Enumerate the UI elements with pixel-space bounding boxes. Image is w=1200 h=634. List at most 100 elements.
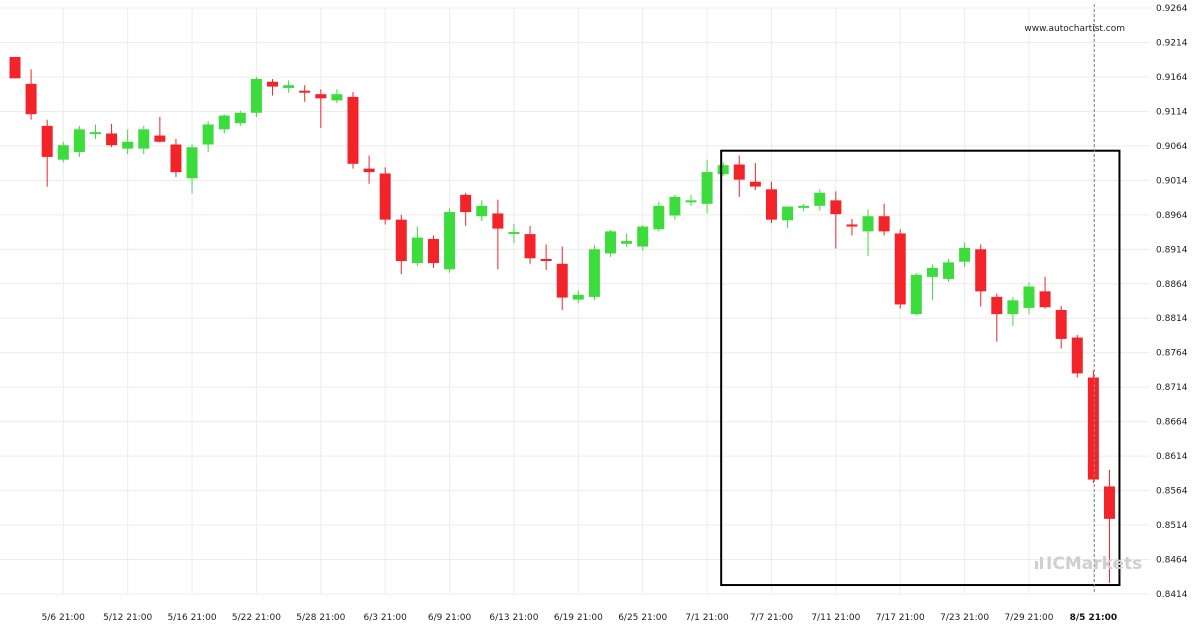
- candle-up: [234, 110, 246, 126]
- candle-up: [669, 194, 681, 220]
- y-tick-label: 0.8914: [1156, 245, 1188, 255]
- candle-down: [379, 167, 391, 225]
- candle-up: [1023, 282, 1035, 315]
- x-tick-label: 6/3 21:00: [364, 613, 408, 623]
- candle-body: [733, 164, 745, 180]
- candle-body: [765, 189, 777, 220]
- y-tick-label: 0.9164: [1156, 73, 1188, 83]
- candle-body: [862, 216, 874, 232]
- candle-down: [427, 235, 439, 268]
- candle-up: [283, 80, 295, 93]
- x-tick-label: 7/1 21:00: [685, 613, 729, 623]
- candle-body: [717, 165, 729, 175]
- candle-down: [315, 89, 327, 128]
- candle-up: [508, 223, 520, 244]
- x-tick-label: 6/13 21:00: [489, 613, 538, 623]
- candle-up: [572, 290, 584, 304]
- candle-up: [411, 226, 423, 266]
- candle-down: [975, 244, 987, 307]
- candle-body: [975, 249, 987, 292]
- candle-body: [846, 224, 858, 227]
- candle-body: [218, 115, 230, 130]
- candle-up: [122, 129, 134, 155]
- candle-body: [379, 173, 391, 220]
- candle-up: [637, 225, 649, 251]
- candle-down: [878, 203, 890, 236]
- x-tick-label: 5/22 21:00: [232, 613, 281, 623]
- candle-down: [1087, 370, 1099, 484]
- x-tick-label: 5/28 21:00: [296, 613, 345, 623]
- candle-up: [218, 114, 230, 134]
- candle-up: [250, 76, 262, 117]
- candle-body: [186, 147, 198, 179]
- candle-body: [1039, 291, 1051, 308]
- candle-body: [460, 194, 472, 213]
- grid: [0, 7, 1150, 595]
- candle-body: [637, 226, 649, 247]
- candle-up: [653, 201, 665, 232]
- candle-body: [749, 181, 761, 187]
- candle-down: [1055, 305, 1067, 349]
- candle-up: [476, 200, 488, 222]
- candle-body: [926, 267, 938, 277]
- candle-up: [1007, 296, 1019, 326]
- candle-body: [605, 231, 617, 254]
- candle-down: [347, 92, 359, 169]
- candle-down: [170, 138, 182, 177]
- candle-body: [1055, 309, 1067, 339]
- candle-up: [605, 229, 617, 257]
- candle-up: [910, 272, 922, 316]
- candle-body: [878, 216, 890, 232]
- candle-body: [572, 294, 584, 300]
- candle-body: [701, 172, 713, 204]
- candle-down: [1103, 469, 1115, 583]
- y-tick-label: 0.9214: [1156, 38, 1188, 48]
- y-tick-label: 0.9264: [1156, 4, 1188, 14]
- candle-body: [427, 238, 439, 264]
- candle-body: [250, 79, 262, 113]
- candle-body: [41, 125, 53, 157]
- candle-up: [186, 144, 198, 194]
- candle-down: [894, 229, 906, 309]
- candle-body: [959, 247, 971, 262]
- x-tick-label: 7/23 21:00: [940, 613, 989, 623]
- candle-down: [154, 116, 166, 143]
- candle-body: [492, 213, 504, 229]
- candle-down: [460, 192, 472, 226]
- candle-body: [685, 200, 697, 203]
- logo-wordmark: ICMarkets: [1046, 554, 1142, 574]
- y-tick-label: 0.9014: [1156, 176, 1188, 186]
- candle-up: [926, 264, 938, 301]
- candle-body: [170, 144, 182, 173]
- candle-down: [765, 181, 777, 224]
- candle-up: [73, 125, 85, 157]
- y-tick-label: 0.8764: [1156, 349, 1188, 359]
- candle-body: [347, 96, 359, 164]
- y-tick-label: 0.8814: [1156, 314, 1188, 324]
- candle-body: [991, 296, 1003, 315]
- y-tick-label: 0.9114: [1156, 107, 1188, 117]
- candle-down: [25, 69, 37, 120]
- x-tick-label: 7/29 21:00: [1004, 613, 1053, 623]
- candle-body: [782, 206, 794, 221]
- candle-body: [943, 262, 955, 279]
- candle-body: [411, 237, 423, 264]
- candle-up: [959, 242, 971, 268]
- candle-body: [122, 141, 134, 149]
- candle-body: [653, 205, 665, 230]
- y-tick-label: 0.8564: [1156, 487, 1188, 497]
- logo-prefix: IC: [1046, 554, 1065, 574]
- candle-body: [508, 232, 520, 235]
- y-tick-label: 0.8714: [1156, 383, 1188, 393]
- candle-up: [862, 209, 874, 257]
- candle-up: [814, 189, 826, 211]
- candle-down: [1071, 334, 1083, 378]
- y-tick-label: 0.8964: [1156, 211, 1188, 221]
- candle-up: [782, 206, 794, 228]
- candle-down: [9, 56, 21, 79]
- candle-body: [395, 219, 407, 262]
- candle-body: [73, 129, 85, 153]
- candle-body: [830, 200, 842, 215]
- candle-down: [556, 246, 568, 310]
